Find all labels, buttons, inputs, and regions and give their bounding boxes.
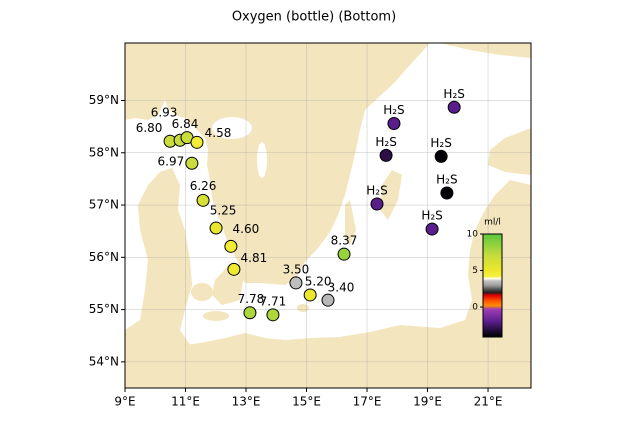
y-tick-label: 58°N [89,145,119,159]
station-marker [209,221,223,235]
station-label: 8.37 [331,234,358,248]
y-tick-label: 54°N [89,354,119,368]
x-tick-label: 19°E [413,395,442,409]
x-tick-label: 15°E [292,395,321,409]
y-tick-label: 56°N [89,250,119,264]
station-label: H₂S [430,136,451,150]
station-marker [243,306,257,320]
land-layer [125,43,531,388]
station-label: H₂S [436,173,457,187]
station-label: 6.26 [190,179,217,193]
lake [257,142,267,178]
station-label: H₂S [375,135,396,149]
map-frame [124,42,532,389]
station-marker [440,186,454,200]
station-label: H₂S [421,209,442,223]
station-marker [387,117,401,130]
x-tick-label: 11°E [171,395,200,409]
station-label: 5.25 [210,204,237,218]
station-label: 5.20 [305,274,332,288]
land-bornholm [297,304,309,312]
colorbar-label: ml/l [484,218,501,228]
station-label: H₂S [443,87,464,101]
x-tick-label: 9°E [114,395,135,409]
station-marker [185,156,199,170]
land-oland [345,200,356,245]
land-lolland [203,311,229,321]
station-label: H₂S [366,184,387,198]
station-marker [447,100,461,114]
x-tick-label: 17°E [353,395,382,409]
station-marker [425,222,439,236]
station-marker [224,239,238,253]
station-label: 7.78 [238,292,265,306]
station-label: 4.58 [205,126,232,140]
map-title: Oxygen (bottle) (Bottom) [232,10,396,25]
station-marker [289,276,303,290]
x-tick-label: 21°E [474,395,503,409]
station-label: 6.97 [158,155,185,169]
station-label: 6.93 [151,106,178,120]
station-label: 3.40 [328,281,355,295]
station-label: 4.60 [233,222,260,236]
land-estonia [488,128,531,175]
land-scandinavia [125,43,430,285]
station-marker [379,148,393,162]
station-marker [434,149,448,163]
colorbar [482,233,503,338]
marks-layer: 6.806.936.84 4.58 6.97 6.26 5.25 4.60 4.81 7.78… [136,87,465,322]
colorbar-tick-label: 0 [472,303,478,313]
x-tick-label: 13°E [232,395,261,409]
station-marker [196,193,210,207]
colorbar-tick-label: 10 [467,230,479,240]
y-tick-label: 55°N [89,302,119,316]
station-marker [227,262,241,276]
land-gotland [380,170,402,220]
land-finland [440,43,531,58]
station-marker [190,135,204,149]
station-marker [337,247,351,261]
land-funen [191,283,213,301]
colorbar-tick-label: 5 [472,266,478,276]
y-tick-label: 59°N [89,93,119,107]
station-label: H₂S [383,103,404,117]
station-label: 6.84 [172,117,199,131]
station-label: 7.71 [260,294,287,308]
y-tick-label: 57°N [89,198,119,212]
station-label: 6.80 [136,121,163,135]
lake [212,117,252,139]
station-marker [266,308,280,322]
land-south-coast [180,180,531,388]
land-jutland [125,168,192,388]
station-marker [321,293,335,307]
station-marker [370,197,384,211]
station-label: 4.81 [241,251,268,265]
station-marker [303,288,317,302]
station-label: 3.50 [283,262,310,276]
